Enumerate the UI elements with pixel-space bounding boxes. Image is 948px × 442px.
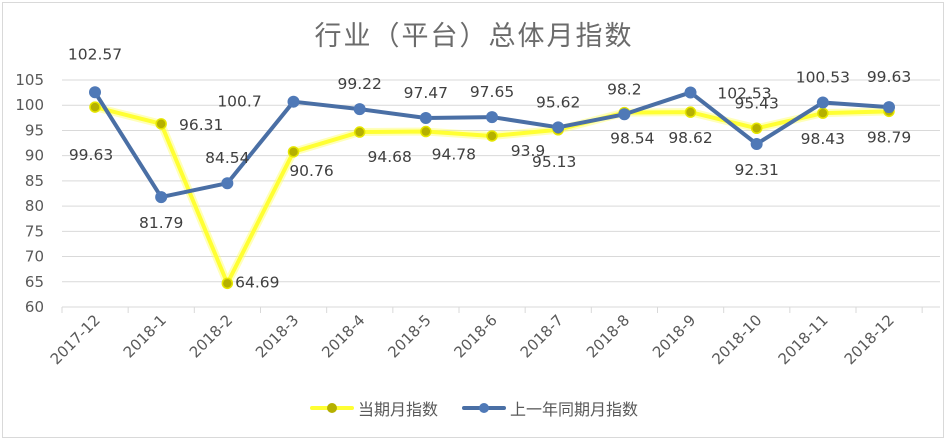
x-tick-label: 2018-8 bbox=[583, 311, 633, 361]
data-point-marker bbox=[287, 146, 300, 158]
x-tick-label: 2018-5 bbox=[384, 311, 434, 361]
data-label: 100.7 bbox=[217, 93, 261, 111]
data-point-marker bbox=[155, 118, 167, 130]
y-tick-label: 60 bbox=[25, 298, 44, 316]
data-label: 98.62 bbox=[668, 129, 712, 147]
data-point-marker bbox=[287, 95, 300, 108]
legend-label-previous: 上一年同期月指数 bbox=[510, 400, 639, 419]
data-point-marker bbox=[486, 111, 498, 124]
data-label: 81.79 bbox=[139, 214, 183, 232]
x-tick-label: 2018-11 bbox=[775, 311, 832, 368]
data-labels: 99.63 96.31 64.69 90.76 94.68 94.78 93.995.13 9… bbox=[68, 45, 911, 291]
data-point-marker bbox=[618, 108, 631, 121]
data-point-marker bbox=[420, 125, 432, 138]
x-tick-label: 2018-12 bbox=[841, 311, 898, 368]
x-tick-label: 2018-1 bbox=[120, 311, 170, 361]
data-label: 97.65 bbox=[470, 83, 514, 101]
y-axis-ticks: 60 65 70 75 80 85 90 95 100 105 bbox=[15, 71, 44, 316]
data-point-marker bbox=[89, 101, 101, 113]
legend: 当期月指数 上一年同期月指数 bbox=[0, 396, 948, 420]
data-point-marker bbox=[353, 103, 366, 116]
series-lines bbox=[89, 86, 895, 290]
data-point-marker bbox=[89, 86, 101, 99]
y-tick-label: 105 bbox=[15, 71, 44, 89]
yellow-line-marker-icon bbox=[309, 402, 354, 414]
blue-line-marker-icon bbox=[462, 402, 506, 414]
y-tick-label: 70 bbox=[25, 248, 44, 266]
data-point-marker bbox=[750, 138, 763, 151]
data-point-marker bbox=[419, 111, 432, 124]
data-label: 100.53 bbox=[796, 69, 850, 87]
data-point-marker bbox=[684, 106, 697, 118]
x-tick-label: 2018-4 bbox=[318, 311, 368, 361]
data-label: 64.69 bbox=[235, 273, 279, 291]
data-label: 95.62 bbox=[536, 93, 580, 111]
data-point-marker bbox=[883, 101, 895, 114]
data-point-marker bbox=[221, 277, 234, 290]
x-tick-label: 2018-9 bbox=[649, 311, 699, 361]
x-tick-label: 2018-7 bbox=[517, 311, 567, 361]
x-tick-label: 2018-3 bbox=[252, 311, 302, 361]
y-tick-label: 85 bbox=[25, 172, 44, 190]
legend-item-current: 当期月指数 bbox=[309, 396, 438, 420]
data-label: 94.78 bbox=[432, 146, 476, 164]
data-point-marker bbox=[816, 96, 829, 109]
data-label: 102.53 bbox=[717, 84, 771, 102]
data-label: 94.68 bbox=[367, 148, 411, 166]
data-label: 98.43 bbox=[801, 130, 845, 148]
data-label: 92.31 bbox=[734, 161, 778, 179]
data-label: 97.47 bbox=[404, 84, 448, 102]
data-label: 102.57 bbox=[68, 45, 122, 63]
data-label: 84.54 bbox=[205, 149, 249, 167]
chart-title: 行业（平台）总体月指数 bbox=[314, 21, 634, 52]
data-label: 99.22 bbox=[337, 75, 381, 93]
data-label: 99.63 bbox=[867, 68, 911, 86]
y-tick-label: 75 bbox=[25, 222, 44, 240]
data-point-marker bbox=[817, 107, 829, 119]
y-tick-label: 100 bbox=[15, 96, 44, 114]
data-label: 98.79 bbox=[867, 128, 911, 146]
y-tick-label: 65 bbox=[25, 273, 44, 291]
x-tick-label: 2018-10 bbox=[708, 311, 765, 368]
data-label: 98.54 bbox=[610, 130, 654, 148]
data-label: 96.31 bbox=[179, 116, 223, 134]
x-tick-label: 2018-6 bbox=[451, 311, 501, 361]
legend-item-previous: 上一年同期月指数 bbox=[462, 396, 638, 420]
data-label: 99.63 bbox=[69, 146, 113, 164]
x-tick-label: 2018-2 bbox=[186, 311, 236, 361]
y-tick-label: 80 bbox=[25, 197, 44, 215]
data-label: 93.9 bbox=[511, 142, 546, 160]
data-label: 98.2 bbox=[607, 80, 642, 98]
data-point-marker bbox=[684, 86, 697, 99]
x-tick-label: 2017-12 bbox=[47, 311, 104, 368]
gridlines bbox=[62, 79, 940, 308]
data-point-marker bbox=[552, 121, 565, 134]
data-point-marker bbox=[155, 191, 168, 204]
x-axis: 2017-12 2018-1 2018-2 2018-3 2018-4 2018-5 201… bbox=[47, 306, 940, 368]
data-label: 95.13 bbox=[532, 153, 576, 171]
y-tick-label: 90 bbox=[25, 147, 44, 165]
data-label: 90.76 bbox=[289, 162, 333, 180]
legend-label-current: 当期月指数 bbox=[357, 400, 438, 419]
data-label: 95.43 bbox=[734, 94, 778, 112]
data-point-marker bbox=[486, 130, 498, 142]
data-point-marker bbox=[221, 177, 234, 190]
data-point-marker bbox=[750, 122, 763, 135]
data-point-marker bbox=[353, 126, 366, 138]
y-tick-label: 95 bbox=[25, 121, 44, 139]
